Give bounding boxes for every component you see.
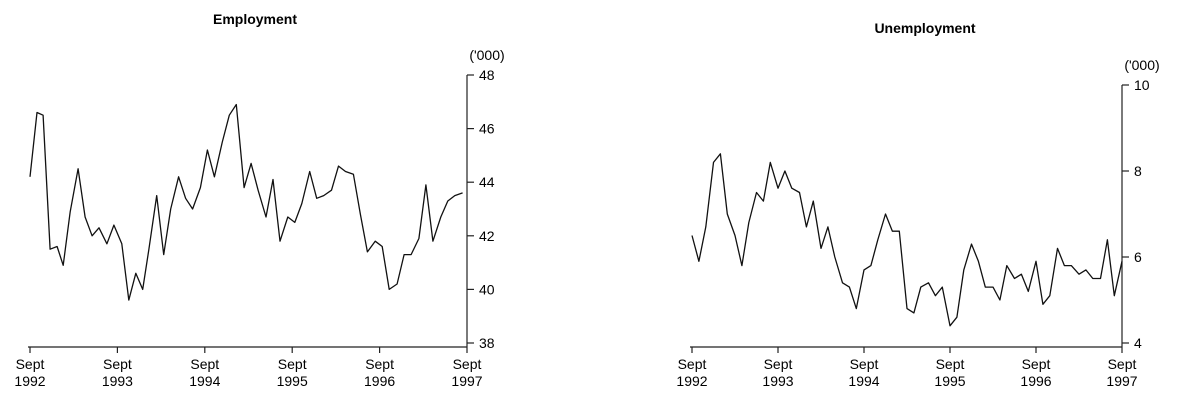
unemployment-x-tick-label-year: 1997: [1106, 373, 1137, 389]
unemployment-x-tick-label-month: Sept: [850, 356, 879, 372]
employment-x-tick-label-year: 1997: [451, 373, 482, 389]
employment-x-tick-label-month: Sept: [453, 356, 482, 372]
employment-x-tick-label-month: Sept: [278, 356, 307, 372]
employment-chart-title: Employment: [213, 11, 297, 27]
employment-x-tick-label-month: Sept: [365, 356, 394, 372]
employment-y-tick-label: 44: [479, 174, 495, 190]
employment-x-tick-label-year: 1996: [364, 373, 395, 389]
unemployment-chart-title: Unemployment: [874, 20, 975, 36]
unemployment-y-tick-label: 4: [1134, 335, 1142, 351]
employment-y-tick-label: 48: [479, 67, 495, 83]
unemployment-x-tick-label-year: 1993: [762, 373, 793, 389]
employment-series-line: [29, 103, 463, 301]
unemployment-y-axis-unit: ('000): [1124, 57, 1159, 73]
employment-x-tick-label-month: Sept: [16, 356, 45, 372]
employment-y-tick-label: 42: [479, 228, 495, 244]
employment-x-tick-label-month: Sept: [103, 356, 132, 372]
employment-y-tick-label: 46: [479, 121, 495, 137]
unemployment-x-tick-label-year: 1996: [1020, 373, 1051, 389]
unemployment-x-tick-label-year: 1994: [848, 373, 879, 389]
employment-y-axis-unit: ('000): [469, 47, 504, 63]
unemployment-x-tick-label-year: 1995: [934, 373, 965, 389]
employment-y-tick-label: 38: [479, 335, 495, 351]
employment-x-tick-label-year: 1993: [102, 373, 133, 389]
unemployment-x-tick-label-month: Sept: [936, 356, 965, 372]
unemployment-x-tick-label-year: 1992: [676, 373, 707, 389]
employment-x-tick-label-year: 1994: [189, 373, 220, 389]
unemployment-x-tick-label-month: Sept: [1022, 356, 1051, 372]
unemployment-x-tick-label-month: Sept: [764, 356, 793, 372]
employment-x-tick-label-month: Sept: [190, 356, 219, 372]
employment-y-tick-label: 40: [479, 281, 495, 297]
employment-x-tick-label-year: 1995: [277, 373, 308, 389]
unemployment-series-line: [691, 153, 1123, 327]
unemployment-y-tick-label: 10: [1134, 77, 1150, 93]
unemployment-x-tick-label-month: Sept: [678, 356, 707, 372]
unemployment-y-tick-label: 8: [1134, 163, 1142, 179]
employment-x-tick-label-year: 1992: [14, 373, 45, 389]
unemployment-x-tick-label-month: Sept: [1108, 356, 1137, 372]
unemployment-y-tick-label: 6: [1134, 249, 1142, 265]
